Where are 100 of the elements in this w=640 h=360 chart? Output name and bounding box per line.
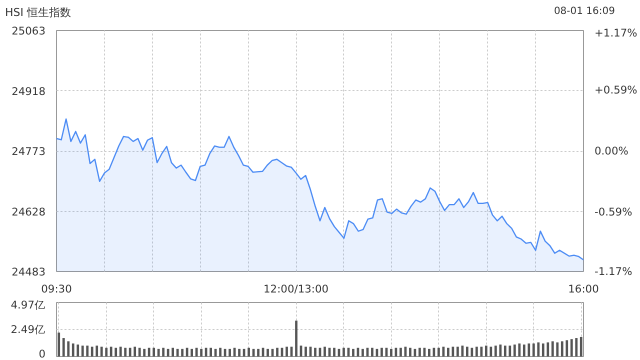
bar	[110, 346, 112, 356]
bar	[124, 348, 127, 356]
bar	[266, 348, 269, 356]
bar	[119, 346, 122, 356]
bar	[157, 348, 160, 356]
bar	[542, 343, 544, 356]
bar	[128, 348, 132, 356]
bar	[508, 345, 512, 356]
y-tick-label: 4.97亿	[10, 298, 46, 312]
bar	[62, 338, 65, 356]
bar	[96, 345, 98, 356]
bar	[228, 348, 231, 356]
y-tick-label: 24918	[12, 84, 46, 98]
bar	[447, 348, 450, 356]
bar	[504, 345, 506, 356]
bar	[114, 348, 118, 356]
bar	[409, 348, 412, 356]
bar	[105, 348, 108, 356]
text: 08-01 16:09	[554, 5, 615, 19]
y-tick-label: 24483	[12, 265, 46, 278]
bar	[466, 346, 468, 356]
bar	[400, 348, 402, 356]
bar	[72, 343, 74, 356]
bar	[304, 346, 307, 356]
bar	[456, 346, 459, 356]
bar	[513, 344, 516, 356]
bar	[352, 348, 354, 356]
y-tick-label: 24773	[12, 144, 46, 158]
y2-tick-label: +1.17%	[594, 26, 638, 40]
bar	[295, 320, 298, 356]
bar	[314, 348, 316, 356]
bar	[566, 340, 568, 356]
bar	[428, 348, 430, 356]
y2-tick-label: -1.17%	[594, 264, 632, 278]
bar	[81, 345, 84, 356]
bar	[286, 346, 288, 356]
bar	[475, 346, 478, 356]
bar	[176, 348, 179, 356]
bar	[575, 338, 578, 356]
bar	[494, 345, 497, 356]
bar	[480, 346, 483, 356]
x-tick-label: 12:00/13:00	[264, 282, 329, 296]
bar	[537, 342, 540, 356]
bar	[560, 340, 564, 356]
bar	[276, 348, 278, 356]
bar	[570, 338, 573, 356]
bar	[546, 342, 550, 356]
bar	[166, 348, 170, 356]
bar	[551, 340, 554, 356]
bar	[522, 344, 526, 356]
bar	[181, 348, 184, 356]
bar	[518, 343, 521, 356]
bar	[134, 346, 136, 356]
bar	[248, 348, 250, 356]
bar	[362, 348, 364, 356]
bar	[100, 346, 103, 356]
y2-tick-label: 0.00%	[594, 144, 628, 158]
bar	[148, 348, 150, 356]
bar	[162, 348, 165, 356]
bar	[371, 348, 374, 356]
bar	[200, 348, 202, 356]
bar	[418, 348, 421, 356]
bar	[528, 343, 530, 356]
chart-title: HSI 恒生指数	[5, 5, 71, 21]
bar	[172, 348, 174, 356]
bar	[86, 345, 89, 356]
bar	[143, 348, 146, 356]
bar	[333, 348, 336, 356]
bar	[186, 348, 188, 356]
y2-tick-label: +0.59%	[594, 83, 638, 96]
y-tick-label: 2.49亿	[10, 322, 46, 336]
bar	[138, 348, 141, 356]
bar	[470, 348, 474, 356]
y-tick-label: 24628	[12, 204, 46, 218]
bar	[499, 344, 502, 356]
bar	[532, 343, 535, 356]
bar	[219, 348, 222, 356]
y-tick-label: 25063	[12, 24, 46, 38]
bar	[580, 336, 582, 356]
bar	[67, 340, 70, 356]
bar	[238, 348, 240, 356]
bar	[556, 342, 559, 356]
bar	[190, 348, 193, 356]
bar	[257, 348, 260, 356]
bar	[390, 348, 392, 356]
bar	[490, 346, 492, 356]
bar	[90, 346, 94, 356]
bar	[484, 345, 488, 356]
bar	[324, 346, 326, 356]
bar	[342, 348, 345, 356]
bar	[461, 345, 464, 356]
y-tick-label: 0	[38, 347, 46, 360]
bar	[210, 348, 212, 356]
bar	[76, 344, 80, 356]
y2-tick-label: -0.59%	[594, 204, 632, 218]
bar	[438, 348, 440, 356]
bar	[380, 348, 383, 356]
x-tick-label: 09:30	[41, 282, 72, 296]
bar	[152, 348, 156, 356]
x-tick-label: 16:00	[568, 282, 600, 296]
